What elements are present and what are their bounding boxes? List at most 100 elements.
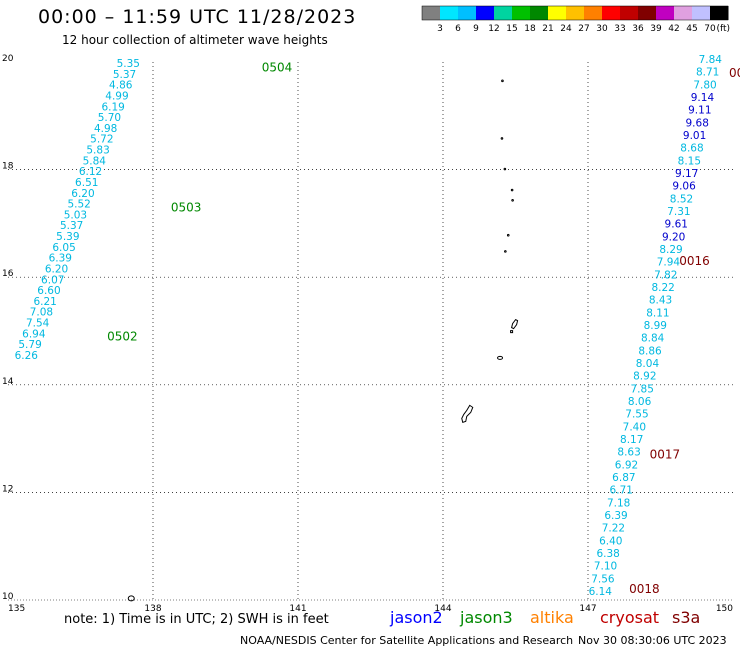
colorbar-swatch xyxy=(602,6,621,20)
wave-height-label: 7.22 xyxy=(602,523,625,535)
map-subtitle: 12 hour collection of altimeter wave hei… xyxy=(62,33,328,47)
y-tick-label: 16 xyxy=(2,269,14,279)
wave-height-label: 7.84 xyxy=(699,54,723,66)
track-left: 5.355.374.864.996.195.704.985.725.835.84… xyxy=(15,58,293,362)
axis-ticks: 135 138 141 144 147 150 20 18 16 14 12 10 xyxy=(2,54,733,614)
wave-height-label: 9.68 xyxy=(686,117,709,129)
wave-height-label: 5.70 xyxy=(98,112,121,124)
island xyxy=(504,250,507,253)
wave-height-label: 8.17 xyxy=(620,434,643,446)
colorbar-swatch xyxy=(584,6,603,20)
wave-height-label: 6.39 xyxy=(604,510,627,522)
track-time-label: 0502 xyxy=(107,329,138,343)
wave-height-label: 5.37 xyxy=(113,69,136,81)
colorbar: 3 6 9 12 15 18 21 24 27 30 33 36 39 42 45 70 (ft) xyxy=(421,5,730,34)
colorbar-swatch xyxy=(512,6,531,20)
colorbar-label: 15 xyxy=(506,24,517,34)
y-tick-label: 12 xyxy=(2,484,13,494)
wave-height-label: 8.71 xyxy=(696,67,719,79)
colorbar-unit: (ft) xyxy=(716,24,730,34)
x-tick-label: 138 xyxy=(144,604,161,614)
wave-height-label: 8.52 xyxy=(670,193,693,205)
wave-height-label: 6.40 xyxy=(599,535,622,547)
colorbar-label: 36 xyxy=(632,24,644,34)
x-tick-label: 150 xyxy=(716,604,733,614)
track-right: 7.848.717.809.149.119.689.018.688.159.17… xyxy=(589,54,740,598)
wave-height-label: 9.11 xyxy=(688,105,711,117)
wave-height-label: 8.22 xyxy=(651,282,674,294)
wave-height-label: 7.54 xyxy=(26,318,50,330)
wave-height-label: 9.14 xyxy=(691,92,715,104)
island xyxy=(503,167,507,171)
wave-height-label: 9.17 xyxy=(675,168,698,180)
wave-height-label: 4.99 xyxy=(105,90,128,102)
track-time-label-edge: 00 xyxy=(729,66,740,80)
island xyxy=(511,198,514,202)
island-guam xyxy=(461,404,474,424)
wave-height-label: 6.94 xyxy=(22,328,46,340)
colorbar-swatch xyxy=(638,6,657,20)
wave-height-label: 6.39 xyxy=(49,253,72,265)
footer-timestamp: Nov 30 08:30:06 UTC 2023 xyxy=(578,634,727,647)
track-time-label: 0017 xyxy=(650,448,681,462)
wave-height-label: 9.06 xyxy=(672,181,696,193)
colorbar-swatch xyxy=(674,6,693,20)
wave-height-label: 7.31 xyxy=(667,206,690,218)
colorbar-swatch xyxy=(566,6,585,20)
wave-height-label: 8.63 xyxy=(617,447,640,459)
wave-height-label: 7.80 xyxy=(693,79,716,91)
x-tick-label: 141 xyxy=(289,604,306,614)
colorbar-label: 39 xyxy=(650,24,662,34)
island-saipan xyxy=(510,318,519,334)
wave-height-label: 7.82 xyxy=(654,269,677,281)
colorbar-border xyxy=(421,5,729,21)
wave-height-label: 6.12 xyxy=(79,166,102,178)
wave-height-label: 4.86 xyxy=(109,80,133,92)
grid-lines xyxy=(8,62,733,600)
track-time-label: 0016 xyxy=(679,254,710,268)
wave-height-label: 6.51 xyxy=(75,177,98,189)
wave-height-label: 8.43 xyxy=(649,295,672,307)
x-tick-label: 144 xyxy=(434,604,451,614)
wave-height-label: 5.35 xyxy=(117,58,140,70)
footer-note: note: 1) Time is in UTC; 2) SWH is in fe… xyxy=(64,612,329,627)
wave-height-label: 8.15 xyxy=(678,155,701,167)
wave-height-label: 7.94 xyxy=(657,257,681,269)
colorbar-label: 12 xyxy=(488,24,499,34)
islands xyxy=(127,79,519,602)
colorbar-swatch xyxy=(548,6,567,20)
colorbar-swatch xyxy=(440,6,459,20)
colorbar-label: 24 xyxy=(560,24,572,34)
colorbar-swatch xyxy=(530,6,549,20)
colorbar-swatch xyxy=(458,6,477,20)
wave-height-label: 8.92 xyxy=(633,371,656,383)
colorbar-label: 33 xyxy=(614,24,625,34)
wave-height-label: 7.40 xyxy=(623,421,646,433)
colorbar-swatch xyxy=(494,6,513,20)
colorbar-label: 9 xyxy=(473,24,479,34)
wave-height-label: 8.99 xyxy=(644,320,667,332)
colorbar-label: 21 xyxy=(542,24,553,34)
wave-height-label: 5.39 xyxy=(56,231,79,243)
colorbar-swatch xyxy=(656,6,675,20)
wave-height-label: 7.55 xyxy=(625,409,648,421)
footer-credit: NOAA/NESDIS Center for Satellite Applica… xyxy=(240,634,574,647)
satellite-legend-jason3: jason3 xyxy=(460,608,513,627)
colorbar-swatch xyxy=(620,6,639,20)
wave-height-label: 8.84 xyxy=(641,333,665,345)
colorbar-label: 45 xyxy=(686,24,697,34)
wave-height-label: 7.56 xyxy=(591,573,615,585)
track-time-label: 0504 xyxy=(262,60,293,74)
colorbar-swatch xyxy=(710,6,729,20)
wave-height-label: 5.83 xyxy=(86,145,109,157)
wave-height-label: 7.10 xyxy=(594,561,617,573)
satellite-legend-altika: altika xyxy=(530,608,574,627)
island xyxy=(506,233,510,237)
wave-height-label: 6.07 xyxy=(41,274,64,286)
wave-height-label: 8.06 xyxy=(628,396,652,408)
wave-height-label: 8.68 xyxy=(680,143,703,155)
island xyxy=(510,188,514,192)
colorbar-label: 18 xyxy=(524,24,536,34)
